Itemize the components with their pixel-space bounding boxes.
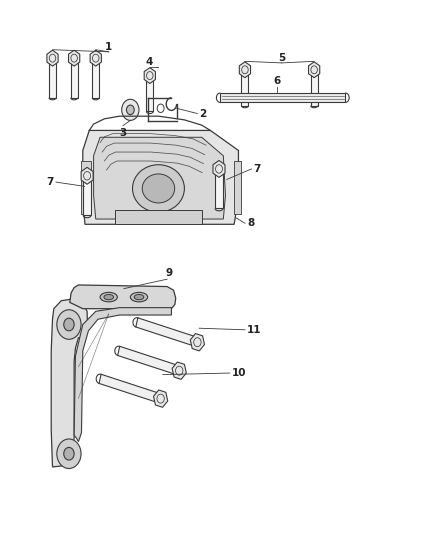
Polygon shape: [68, 50, 80, 66]
Polygon shape: [144, 68, 155, 84]
Polygon shape: [118, 346, 180, 375]
Ellipse shape: [131, 292, 148, 302]
Polygon shape: [136, 318, 198, 347]
Polygon shape: [308, 62, 320, 78]
Polygon shape: [90, 50, 101, 66]
Circle shape: [57, 439, 81, 469]
Ellipse shape: [104, 294, 113, 300]
Text: 3: 3: [120, 128, 127, 138]
Polygon shape: [234, 161, 240, 214]
Polygon shape: [83, 180, 91, 215]
Polygon shape: [239, 62, 251, 78]
Text: 6: 6: [273, 76, 280, 86]
Ellipse shape: [133, 165, 184, 212]
Ellipse shape: [142, 174, 175, 203]
Polygon shape: [146, 79, 153, 111]
Text: 7: 7: [46, 177, 54, 187]
Text: 7: 7: [254, 164, 261, 174]
Polygon shape: [172, 362, 186, 379]
Polygon shape: [99, 374, 162, 403]
Polygon shape: [220, 93, 345, 102]
Text: 2: 2: [200, 109, 207, 118]
Circle shape: [64, 318, 74, 331]
Text: 9: 9: [166, 268, 173, 278]
Polygon shape: [47, 50, 58, 66]
Polygon shape: [115, 209, 202, 224]
Polygon shape: [215, 173, 223, 208]
Circle shape: [122, 99, 139, 120]
Text: 10: 10: [232, 368, 247, 378]
Polygon shape: [241, 74, 248, 106]
Polygon shape: [81, 167, 93, 184]
Circle shape: [127, 105, 134, 115]
Polygon shape: [83, 131, 238, 224]
Polygon shape: [190, 334, 205, 351]
Polygon shape: [94, 138, 226, 219]
Polygon shape: [154, 390, 168, 407]
Polygon shape: [213, 160, 225, 177]
Text: 11: 11: [247, 325, 261, 335]
Polygon shape: [92, 62, 99, 98]
Polygon shape: [74, 308, 171, 442]
Circle shape: [57, 310, 81, 340]
Ellipse shape: [134, 294, 144, 300]
Text: 8: 8: [247, 218, 254, 228]
Polygon shape: [81, 161, 92, 214]
Text: 1: 1: [105, 42, 113, 52]
Text: 4: 4: [146, 57, 153, 67]
Polygon shape: [71, 62, 78, 98]
Circle shape: [64, 447, 74, 460]
Polygon shape: [49, 62, 56, 98]
Text: 5: 5: [278, 53, 285, 63]
Polygon shape: [70, 285, 176, 309]
Polygon shape: [51, 299, 88, 467]
Ellipse shape: [100, 292, 117, 302]
Polygon shape: [311, 74, 318, 106]
